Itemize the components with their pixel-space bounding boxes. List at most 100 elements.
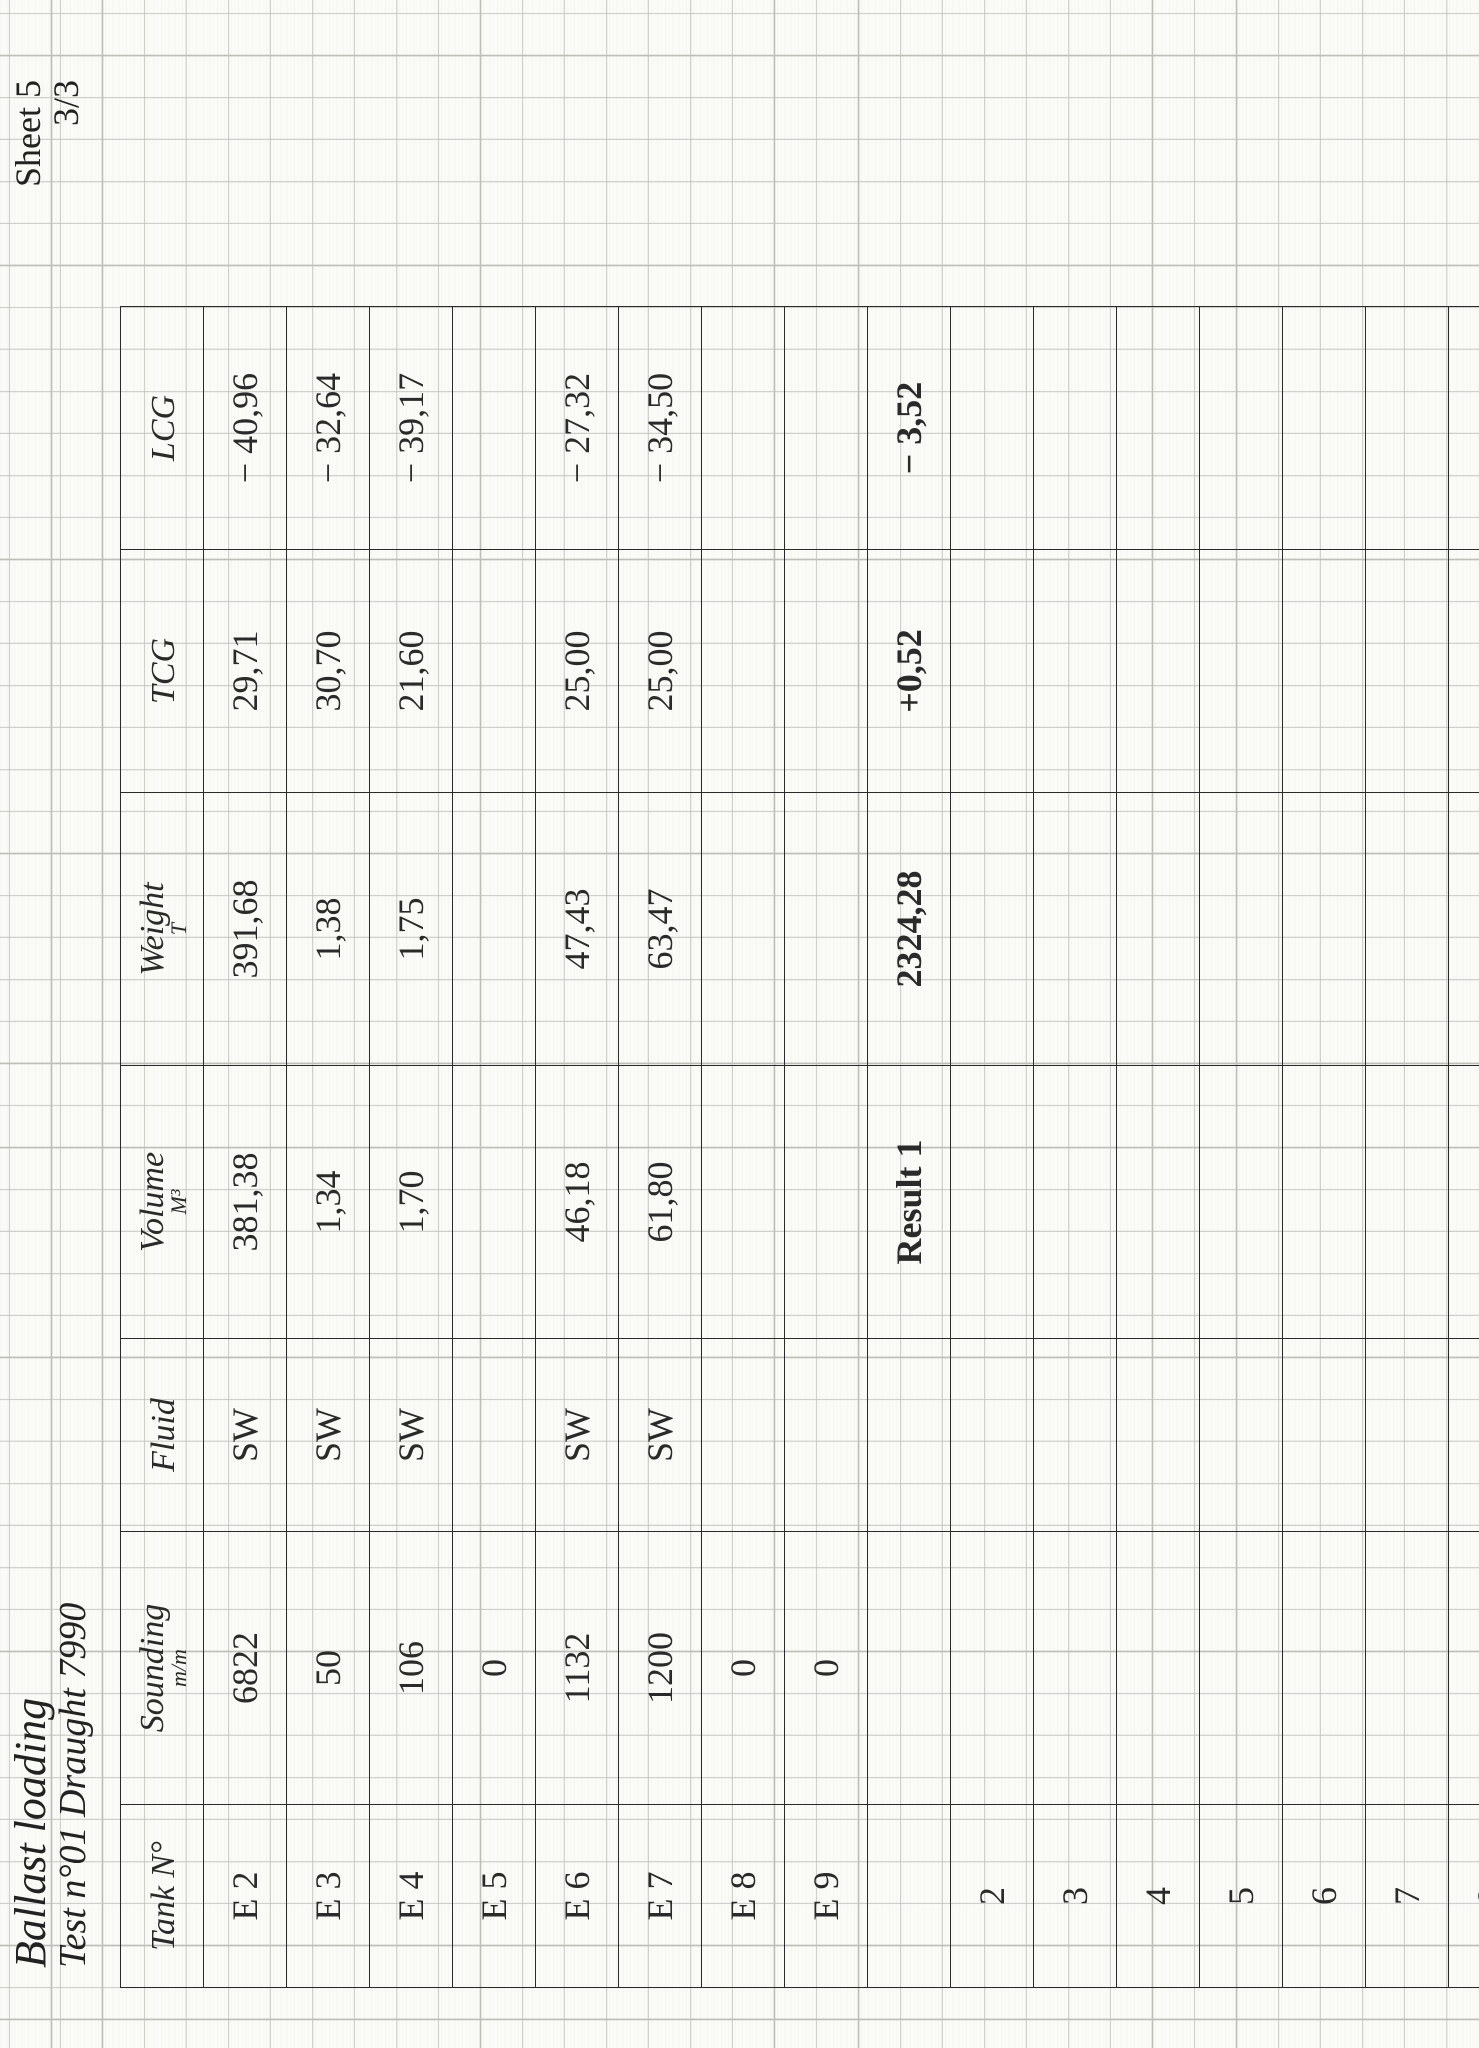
cell-tcg: [1117, 550, 1200, 793]
cell-weight: [951, 793, 1034, 1066]
cell-fluid: SW: [287, 1339, 370, 1532]
cell-tcg: [453, 550, 536, 793]
cell-tcg: [1449, 550, 1479, 793]
cell-sounding: [951, 1532, 1034, 1805]
cell-tcg: [1283, 550, 1366, 793]
table-row: E 90: [785, 307, 868, 1988]
table-row: 3: [1034, 307, 1117, 1988]
cell-tcg: [951, 550, 1034, 793]
cell-weight: 2324,28: [868, 793, 951, 1066]
cell-lcg: [1200, 307, 1283, 550]
col-fluid: Fluid: [121, 1339, 204, 1532]
cell-tank: 7: [1366, 1805, 1449, 1988]
cell-fluid: [702, 1339, 785, 1532]
cell-weight: 1,75: [370, 793, 453, 1066]
cell-lcg: − 27,32: [536, 307, 619, 550]
cell-volume: 46,18: [536, 1066, 619, 1339]
cell-lcg: [951, 307, 1034, 550]
cell-volume: [1283, 1066, 1366, 1339]
cell-weight: [1117, 793, 1200, 1066]
table-row: 8: [1449, 307, 1479, 1988]
cell-lcg: [1283, 307, 1366, 550]
col-weight: WeightT: [121, 793, 204, 1066]
cell-weight: 391,68: [204, 793, 287, 1066]
sheet-label: Sheet 5 3/3: [10, 80, 86, 187]
cell-sounding: [1034, 1532, 1117, 1805]
cell-volume: [1117, 1066, 1200, 1339]
cell-fluid: [951, 1339, 1034, 1532]
cell-volume: [1366, 1066, 1449, 1339]
cell-volume: [1034, 1066, 1117, 1339]
cell-fluid: [868, 1339, 951, 1532]
cell-tank: 3: [1034, 1805, 1117, 1988]
cell-sounding: 0: [785, 1532, 868, 1805]
col-lcg: LCG: [121, 307, 204, 550]
header-row: Tank N° Soundingm/m Fluid VolumeM³ Weigh…: [121, 307, 204, 1988]
title-line1: Ballast loading: [8, 1603, 54, 1968]
cell-tcg: 30,70: [287, 550, 370, 793]
cell-fluid: [453, 1339, 536, 1532]
table-row: E 80: [702, 307, 785, 1988]
cell-sounding: 0: [702, 1532, 785, 1805]
cell-tank: E 4: [370, 1805, 453, 1988]
cell-tank: 4: [1117, 1805, 1200, 1988]
cell-tcg: +0,52: [868, 550, 951, 793]
table-row: 7: [1366, 307, 1449, 1988]
cell-tcg: 29,71: [204, 550, 287, 793]
cell-tcg: [1366, 550, 1449, 793]
cell-fluid: SW: [536, 1339, 619, 1532]
cell-weight: [1366, 793, 1449, 1066]
cell-fluid: SW: [204, 1339, 287, 1532]
cell-weight: 63,47: [619, 793, 702, 1066]
cell-volume: 61,80: [619, 1066, 702, 1339]
cell-lcg: [785, 307, 868, 550]
cell-sounding: 106: [370, 1532, 453, 1805]
cell-tank: 6: [1283, 1805, 1366, 1988]
cell-volume: [951, 1066, 1034, 1339]
cell-volume: 1,34: [287, 1066, 370, 1339]
cell-fluid: [785, 1339, 868, 1532]
cell-sounding: [1200, 1532, 1283, 1805]
cell-weight: [1034, 793, 1117, 1066]
cell-weight: 47,43: [536, 793, 619, 1066]
cell-tcg: [1200, 550, 1283, 793]
title-line2: Test n°01 Draught 7990: [54, 1603, 94, 1968]
table-row: 4: [1117, 307, 1200, 1988]
cell-tank: E 2: [204, 1805, 287, 1988]
cell-lcg: [1034, 307, 1117, 550]
cell-volume: [453, 1066, 536, 1339]
page-title: Ballast loading Test n°01 Draught 7990: [8, 1603, 94, 1968]
ballast-table: Tank N° Soundingm/m Fluid VolumeM³ Weigh…: [120, 306, 1479, 1988]
cell-tcg: 25,00: [536, 550, 619, 793]
table-row: E 26822SW381,38391,6829,71− 40,96: [204, 307, 287, 1988]
cell-weight: [1283, 793, 1366, 1066]
cell-fluid: SW: [619, 1339, 702, 1532]
cell-fluid: [1283, 1339, 1366, 1532]
table-row: E 50: [453, 307, 536, 1988]
cell-volume: Result 1: [868, 1066, 951, 1339]
cell-sounding: 1132: [536, 1532, 619, 1805]
table-row: E 350SW1,341,3830,70− 32,64: [287, 307, 370, 1988]
table-row: E 61132SW46,1847,4325,00− 27,32: [536, 307, 619, 1988]
cell-volume: 381,38: [204, 1066, 287, 1339]
cell-tank: E 5: [453, 1805, 536, 1988]
result-row: Result 12324,28+0,52− 3,52: [868, 307, 951, 1988]
cell-lcg: [1449, 307, 1479, 550]
cell-fluid: SW: [370, 1339, 453, 1532]
cell-lcg: [1366, 307, 1449, 550]
cell-volume: [1200, 1066, 1283, 1339]
cell-volume: 1,70: [370, 1066, 453, 1339]
sheet-page: 3/3: [48, 80, 86, 187]
cell-lcg: − 3,52: [868, 307, 951, 550]
col-volume: VolumeM³: [121, 1066, 204, 1339]
cell-lcg: [453, 307, 536, 550]
cell-sounding: [1449, 1532, 1479, 1805]
cell-volume: [1449, 1066, 1479, 1339]
cell-tank: [868, 1805, 951, 1988]
cell-tank: E 3: [287, 1805, 370, 1988]
cell-sounding: [868, 1532, 951, 1805]
cell-lcg: − 40,96: [204, 307, 287, 550]
cell-tank: E 7: [619, 1805, 702, 1988]
cell-weight: [1200, 793, 1283, 1066]
cell-fluid: [1034, 1339, 1117, 1532]
